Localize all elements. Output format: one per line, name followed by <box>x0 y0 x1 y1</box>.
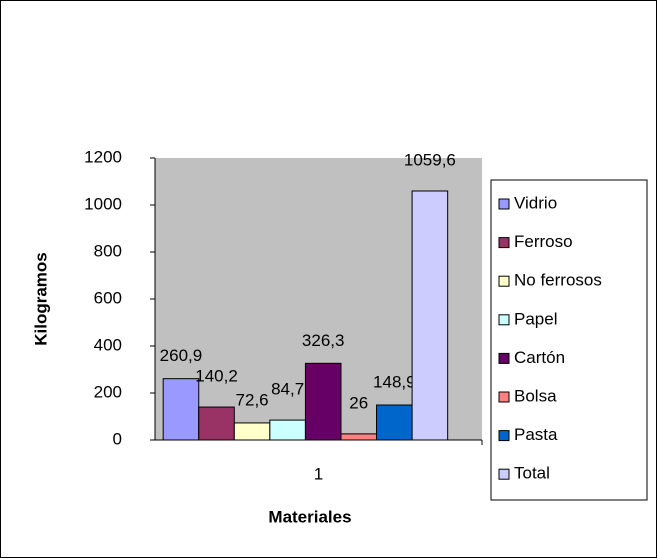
data-label: 26 <box>349 393 368 412</box>
data-label: 148,9 <box>373 372 416 391</box>
y-tick-label: 400 <box>94 335 122 354</box>
legend-box <box>490 179 648 501</box>
legend-swatch <box>498 352 510 364</box>
bar <box>269 419 306 441</box>
legend-swatch <box>498 237 510 249</box>
legend-label: Papel <box>514 309 557 328</box>
legend-label: Vidrio <box>514 193 557 212</box>
legend-swatch <box>498 468 510 480</box>
legend-swatch <box>498 314 510 326</box>
legend-label: Pasta <box>514 425 558 444</box>
legend-swatch <box>498 275 510 287</box>
data-label: 72,6 <box>236 390 269 409</box>
data-label: 326,3 <box>302 331 345 350</box>
y-tick-label: 1000 <box>84 194 122 213</box>
x-axis-label: Materiales <box>268 507 351 526</box>
data-label: 84,7 <box>271 380 304 399</box>
legend-swatch <box>498 198 510 210</box>
y-tick-label: 1200 <box>84 147 122 166</box>
data-label: 140,2 <box>195 367 238 386</box>
y-tick-label: 800 <box>94 241 122 260</box>
legend-label: Total <box>514 464 550 483</box>
x-tick-label: 1 <box>314 464 323 483</box>
legend-label: Bolsa <box>514 386 557 405</box>
bar <box>162 378 200 441</box>
bar <box>376 404 413 441</box>
bar <box>411 190 449 441</box>
legend-swatch <box>498 430 510 442</box>
bar <box>233 422 271 441</box>
y-tick-label: 0 <box>113 429 122 448</box>
legend-swatch <box>498 391 510 403</box>
bar <box>304 362 342 441</box>
legend-label: Cartón <box>514 348 565 367</box>
legend-label: No ferrosos <box>514 271 602 290</box>
bar <box>198 406 235 441</box>
bar <box>340 433 378 441</box>
y-tick-label: 600 <box>94 288 122 307</box>
y-axis-label: Kilogramos <box>31 252 50 346</box>
y-tick-label: 200 <box>94 382 122 401</box>
data-label: 1059,6 <box>404 150 456 169</box>
data-label: 260,9 <box>160 346 203 365</box>
legend-label: Ferroso <box>514 232 573 251</box>
